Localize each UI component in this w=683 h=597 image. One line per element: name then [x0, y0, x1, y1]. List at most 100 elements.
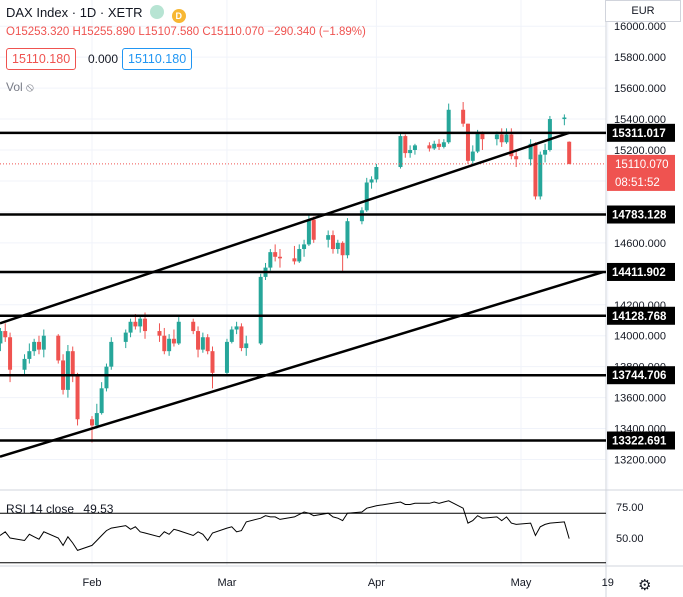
level-price-label: 14411.902: [612, 267, 666, 279]
candle-body: [331, 235, 335, 250]
ohlc-readout: O15253.320 H15255.890 L15107.580 C15110.…: [6, 26, 366, 38]
level-price-label: 13744.706: [612, 370, 666, 382]
candle-body: [398, 136, 403, 168]
gear-icon[interactable]: ⚙: [638, 577, 652, 594]
candle-body: [41, 335, 46, 350]
market-status-icon: [150, 5, 165, 19]
candle-body: [36, 341, 41, 350]
candle-body: [157, 331, 162, 336]
candle-body: [514, 156, 519, 160]
time-tick-label: May: [511, 577, 532, 589]
candle-body: [167, 338, 172, 352]
candles: [0, 102, 606, 443]
candle-body: [210, 351, 215, 373]
open-value: O15253.320: [6, 26, 70, 38]
data-badge: D: [171, 9, 186, 23]
candle-body: [562, 117, 567, 120]
candle-body: [56, 335, 61, 361]
candle-body: [196, 331, 201, 350]
candle-body: [99, 388, 104, 414]
rsi-line: [0, 500, 570, 552]
candle-body: [138, 318, 143, 327]
candle-body: [408, 150, 413, 154]
candle-body: [234, 326, 239, 330]
candle-body: [340, 242, 345, 256]
candle-body: [335, 242, 340, 250]
price-tick-label: 14000.000: [614, 331, 666, 343]
level-price-tag: [607, 431, 675, 450]
candle-body: [94, 413, 99, 426]
time-axis[interactable]: Feb Mar Apr May 19: [83, 577, 614, 589]
candle-body: [480, 132, 485, 140]
price-axis[interactable]: 13200.00013400.00013600.00013800.0001400…: [607, 21, 675, 467]
rsi-legend[interactable]: RSI 14 close 49.53: [6, 502, 113, 516]
high-value: H15255.890: [72, 26, 136, 38]
candle-body: [32, 341, 37, 352]
candle-body: [547, 119, 552, 150]
candle-body: [311, 219, 316, 240]
candle-body: [109, 341, 114, 367]
candle-body: [239, 326, 244, 349]
level-price-label: 13322.691: [612, 436, 667, 448]
candle-body: [504, 134, 509, 143]
volume-legend[interactable]: Vol ⦸: [6, 80, 34, 95]
candle-body: [403, 136, 408, 154]
candle-body: [509, 134, 514, 157]
candle-body: [306, 219, 311, 245]
buy-button[interactable]: 15110.180: [122, 48, 193, 70]
candle-body: [171, 338, 176, 344]
price-tick-label: 15200.000: [614, 145, 666, 157]
price-tick-label: 15400.000: [614, 114, 666, 126]
candle-body: [277, 256, 282, 259]
price-tick-label: 13600.000: [614, 393, 666, 405]
sell-button[interactable]: 15110.180: [6, 48, 77, 70]
candle-body: [65, 351, 70, 390]
candle-body: [374, 167, 379, 180]
level-price-tag: [607, 306, 675, 325]
rsi-pane: 75.00 50.00: [0, 500, 644, 564]
price-tick-label: 14600.000: [614, 238, 666, 250]
rsi-value: 49.53: [83, 502, 114, 516]
candle-body: [567, 141, 572, 164]
candle-body: [22, 358, 27, 370]
candle-body: [369, 179, 374, 183]
candle-body: [292, 258, 297, 262]
low-value: L15107.580: [138, 26, 200, 38]
eye-hidden-icon[interactable]: ⦸: [26, 80, 34, 94]
candle-body: [244, 343, 249, 349]
price-tick-label: 15800.000: [614, 52, 666, 64]
candle-body: [359, 210, 364, 222]
candle-body: [427, 145, 432, 149]
price-tick-label: 16000.000: [614, 21, 666, 33]
candle-body: [470, 151, 475, 161]
countdown-label: 08:51:52: [615, 177, 660, 189]
symbol-label: DAX Index · 1D · XETR: [6, 5, 143, 20]
candle-body: [268, 252, 273, 268]
support-resistance-lines: [0, 131, 606, 458]
candle-body: [27, 351, 32, 359]
candle-body: [3, 331, 8, 338]
candle-body: [297, 249, 302, 262]
time-tick-label: 19: [602, 577, 614, 589]
candle-body: [273, 252, 278, 257]
candle-body: [437, 143, 442, 147]
price-tick-label: 13200.000: [614, 455, 666, 467]
candle-body: [176, 321, 181, 344]
candle-body: [543, 150, 548, 155]
candle-body: [8, 337, 13, 370]
candle-body: [475, 132, 480, 152]
candle-body: [499, 134, 504, 143]
currency-label[interactable]: EUR: [605, 0, 681, 22]
last-price-label: 15110.070: [615, 159, 669, 171]
candle-body: [133, 321, 138, 327]
candle-body: [364, 182, 369, 211]
level-price-tag: [607, 205, 675, 224]
candle-body: [0, 331, 3, 344]
rsi-tick-label: 75.00: [616, 502, 644, 514]
candle-body: [258, 276, 263, 344]
symbol-title[interactable]: DAX Index · 1D · XETR D: [6, 5, 186, 23]
candle-body: [441, 142, 446, 147]
candle-body: [326, 235, 331, 240]
candle-body: [75, 375, 80, 420]
